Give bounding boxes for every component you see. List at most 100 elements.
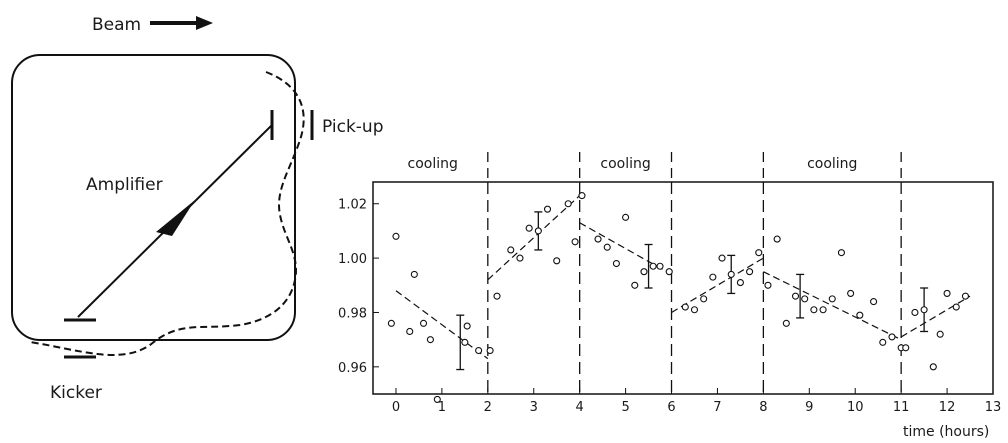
data-point bbox=[564, 200, 572, 208]
x-tick-label: 6 bbox=[667, 400, 675, 415]
beam-label: Beam bbox=[92, 15, 141, 35]
data-point bbox=[888, 333, 896, 341]
y-tick-label: 0.96 bbox=[338, 361, 367, 376]
x-axis-label: time (hours) bbox=[903, 424, 989, 440]
stochastic-cooling-schematic: Beam Pick-up Amplifier Kicker bbox=[11, 15, 384, 403]
data-point bbox=[902, 344, 910, 352]
y-tick-label: 1.00 bbox=[338, 252, 367, 267]
data-point bbox=[578, 192, 586, 200]
data-point bbox=[649, 262, 657, 270]
data-point bbox=[847, 289, 855, 297]
data-point bbox=[764, 281, 772, 289]
plot-frame bbox=[372, 181, 994, 395]
cooling-label: cooling bbox=[600, 156, 650, 172]
y-tick-label: 1.02 bbox=[338, 198, 367, 213]
y-tick-label: 0.98 bbox=[338, 306, 367, 321]
data-point bbox=[486, 346, 494, 355]
data-point bbox=[507, 246, 515, 254]
pickup-label: Pick-up bbox=[322, 117, 384, 137]
cooling-label: cooling bbox=[807, 156, 857, 172]
data-point bbox=[410, 270, 418, 278]
particle-trajectory bbox=[29, 71, 305, 356]
data-point bbox=[828, 295, 836, 303]
x-tick-label: 12 bbox=[939, 400, 956, 415]
trend-line bbox=[763, 271, 902, 341]
data-point bbox=[690, 306, 699, 314]
data-point bbox=[516, 254, 524, 262]
data-point bbox=[936, 330, 944, 338]
chart: cooling cooling cooling 0.96 0.98 1.00 1.02 0… bbox=[338, 152, 1001, 440]
data-point bbox=[911, 308, 919, 317]
amplifier-label: Amplifier bbox=[86, 175, 163, 195]
data-point bbox=[773, 235, 781, 243]
x-tick-label: 4 bbox=[576, 400, 584, 415]
x-tick-label: 5 bbox=[621, 400, 629, 415]
data-point bbox=[943, 289, 951, 297]
data-point bbox=[665, 268, 673, 276]
data-point bbox=[961, 292, 969, 300]
data-point bbox=[736, 279, 744, 287]
data-point bbox=[810, 306, 818, 314]
arrow-right-icon bbox=[150, 16, 213, 30]
data-point bbox=[929, 363, 937, 371]
x-tick-label: 13 bbox=[985, 400, 1002, 415]
data-point bbox=[920, 306, 928, 314]
data-point bbox=[603, 243, 611, 251]
data-point bbox=[631, 281, 639, 289]
data-point bbox=[640, 268, 648, 276]
cooling-label: cooling bbox=[408, 156, 458, 172]
data-point bbox=[656, 262, 664, 270]
data-point bbox=[392, 232, 400, 240]
data-point bbox=[594, 235, 602, 243]
data-point bbox=[534, 227, 542, 235]
x-tick-label: 8 bbox=[759, 400, 767, 415]
x-tick-label: 2 bbox=[484, 400, 492, 415]
data-point bbox=[746, 268, 754, 276]
data-point bbox=[727, 270, 735, 278]
data-point bbox=[493, 292, 501, 300]
x-tick-label: 10 bbox=[847, 400, 864, 415]
x-tick-label: 9 bbox=[805, 400, 813, 415]
trend-line bbox=[900, 295, 971, 338]
x-tick-label: 7 bbox=[713, 400, 721, 415]
data-point bbox=[755, 249, 763, 257]
trend-line bbox=[487, 195, 581, 281]
data-point bbox=[879, 338, 887, 346]
data-point bbox=[612, 259, 620, 268]
trend-line bbox=[671, 257, 764, 313]
data-point bbox=[819, 306, 827, 314]
data-point bbox=[681, 303, 689, 311]
data-point bbox=[419, 319, 428, 327]
storage-ring bbox=[11, 54, 296, 341]
data-point bbox=[856, 311, 864, 319]
x-tick-label: 0 bbox=[392, 400, 400, 415]
kicker-label: Kicker bbox=[50, 383, 102, 403]
data-point bbox=[709, 273, 717, 281]
data-point bbox=[387, 319, 395, 327]
x-tick-label: 1 bbox=[438, 400, 446, 415]
data-point bbox=[870, 298, 878, 306]
x-tick-label: 11 bbox=[893, 400, 910, 415]
data-point bbox=[571, 238, 579, 246]
data-point bbox=[525, 224, 533, 232]
data-point bbox=[837, 249, 845, 257]
data-point bbox=[718, 254, 726, 262]
data-point bbox=[543, 205, 552, 213]
data-point bbox=[791, 292, 800, 300]
data-point bbox=[553, 257, 561, 265]
data-point bbox=[433, 395, 441, 403]
data-point bbox=[801, 295, 809, 303]
trend-line bbox=[579, 222, 672, 275]
data-point bbox=[461, 338, 469, 346]
x-tick-label: 3 bbox=[530, 400, 538, 415]
data-point bbox=[700, 295, 708, 303]
data-point bbox=[475, 346, 483, 355]
data-point bbox=[952, 303, 960, 311]
trend-line bbox=[395, 290, 489, 360]
data-point bbox=[406, 327, 414, 336]
data-point bbox=[426, 336, 434, 344]
data-point bbox=[463, 322, 471, 330]
data-point bbox=[622, 213, 630, 221]
data-point bbox=[782, 319, 790, 327]
